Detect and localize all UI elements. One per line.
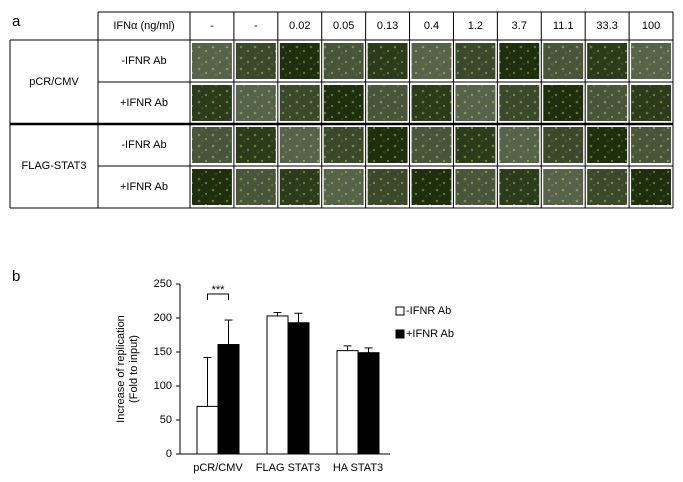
micrograph [543,43,584,79]
micrograph [235,127,276,163]
header-label: IFNα (ng/ml) [113,20,174,32]
micrograph [235,169,276,205]
micrograph [499,85,540,121]
group-label: FLAG-STAT3 [22,160,87,172]
micrograph [367,169,408,205]
micrograph [192,127,232,163]
micrograph [631,43,671,79]
column-label: 100 [642,20,660,32]
y-tick-label: 150 [154,346,172,358]
micrograph [192,43,232,79]
micrograph [631,85,671,121]
x-tick-label: pCR/CMV [193,462,243,474]
micrograph [631,169,671,205]
bar [217,344,240,455]
micrograph [323,127,364,163]
column-label: 1.2 [468,20,483,32]
micrograph [323,85,364,121]
bar [287,322,310,455]
micrograph [367,85,408,121]
row-label: -IFNR Ab [121,139,166,151]
micrograph [587,169,628,205]
column-label: 33.3 [596,20,617,32]
bar [196,405,219,455]
micrograph [543,169,584,205]
micrograph [499,43,540,79]
micrograph [455,43,496,79]
micrograph [587,127,628,163]
column-label: 0.13 [377,20,398,32]
micrograph [411,127,452,163]
micrograph [455,127,496,163]
y-axis-label-line: Increase of replication [115,315,127,423]
micrograph [323,43,364,79]
y-tick-label: 50 [160,414,172,426]
x-tick-label: FLAG STAT3 [256,462,320,474]
column-label: 0.02 [289,20,310,32]
micrograph [411,169,452,205]
micrograph [279,85,320,121]
image-table: IFNα (ng/ml) - - 0.02 0.05 0.13 0.4 1.2 3.7 11.1 3… [9,11,674,209]
micrograph [499,127,540,163]
micrograph [455,85,496,121]
column-label: 0.05 [333,20,354,32]
significance-bracket [207,293,229,300]
y-tick-label: 100 [154,380,172,392]
micrograph [192,169,232,205]
bar-chart: 0 50 100 150 200 250 Increase of replication(F… [115,278,454,474]
bar [357,352,380,455]
x-tick-label: HA STAT3 [333,462,383,474]
micrograph [543,85,584,121]
panel-label: b [12,268,20,285]
y-tick-label: 250 [154,278,172,290]
legend-label: +IFNR Ab [406,328,454,340]
significance-label: *** [212,284,226,296]
y-axis-label: Increase of replication(Fold to input) [115,315,140,423]
micrograph [587,43,628,79]
column-label: 11.1 [553,20,574,32]
column-label: 0.4 [424,20,439,32]
bar [336,350,359,455]
legend-label: -IFNR Ab [406,305,451,317]
group-label: pCR/CMV [29,76,79,88]
micrograph [631,127,671,163]
row-label: +IFNR Ab [120,181,168,193]
legend-swatch [395,306,405,316]
column-label: 3.7 [512,20,527,32]
y-tick-label: 0 [166,448,172,460]
micrograph [279,169,320,205]
micrograph [279,43,320,79]
legend-swatch [395,329,405,339]
micrograph [323,169,364,205]
micrograph [455,169,496,205]
micrograph [543,127,584,163]
micrograph [235,85,276,121]
micrograph [367,43,408,79]
micrograph [587,85,628,121]
y-axis-label-line: (Fold to input) [128,335,140,403]
bar [266,315,289,455]
row-label: +IFNR Ab [120,97,168,109]
micrograph [279,127,320,163]
micrograph [411,43,452,79]
row-label: -IFNR Ab [121,55,166,67]
micrograph [499,169,540,205]
micrograph [411,85,452,121]
column-label: - [210,20,214,32]
micrograph [192,85,232,121]
y-tick-label: 200 [154,312,172,324]
micrograph [235,43,276,79]
micrograph [367,127,408,163]
column-label: - [254,20,258,32]
panel-label: a [12,13,21,30]
